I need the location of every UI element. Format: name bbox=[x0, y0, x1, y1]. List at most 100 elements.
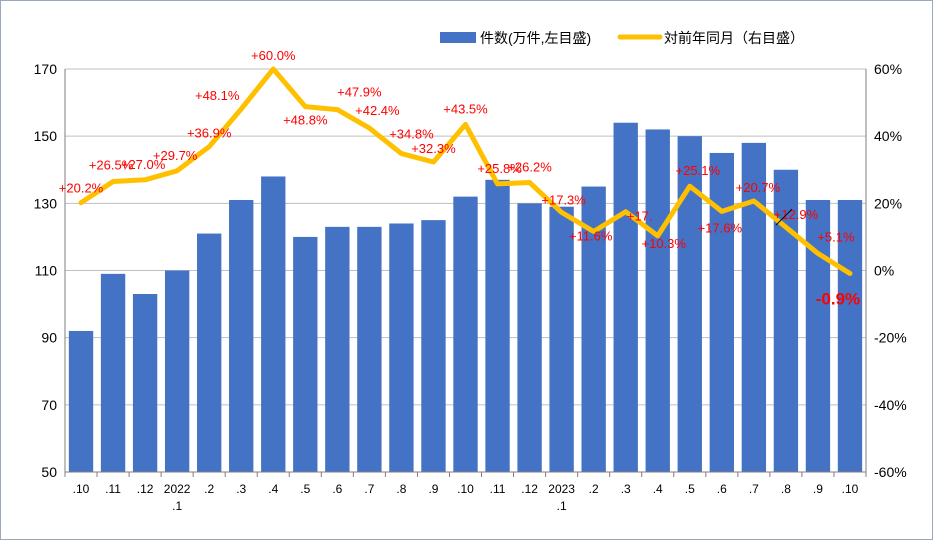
right-axis-tick-label: -60% bbox=[874, 464, 907, 480]
yoy-line bbox=[78, 66, 853, 276]
x-axis-tick-label: .7 bbox=[749, 482, 759, 496]
data-label: +17.6% bbox=[698, 220, 743, 235]
x-axis-tick-label: .11 bbox=[490, 482, 506, 496]
x-axis-tick-label: .6 bbox=[332, 482, 342, 496]
label-leader-line bbox=[775, 208, 793, 226]
x-axis-tick-label: .12 bbox=[521, 482, 538, 496]
right-axis-tick-label: 20% bbox=[874, 195, 902, 211]
data-label: +47.9% bbox=[337, 85, 382, 100]
data-label: +26.2% bbox=[507, 160, 552, 175]
data-label: +20.7% bbox=[736, 180, 781, 195]
data-label: +11.6% bbox=[569, 229, 613, 244]
bar bbox=[485, 179, 510, 472]
x-axis-tick-label: .3 bbox=[236, 482, 246, 496]
right-axis-tick-label: 0% bbox=[874, 263, 894, 279]
x-axis-tick-label: .4 bbox=[653, 482, 663, 496]
bar-series bbox=[68, 122, 863, 473]
bar bbox=[357, 226, 382, 472]
bar bbox=[421, 220, 446, 472]
data-label: +20.2% bbox=[59, 181, 104, 196]
bar bbox=[453, 196, 478, 472]
bar bbox=[132, 294, 158, 472]
x-axis-tick-label: .6 bbox=[717, 482, 727, 496]
line-series bbox=[78, 66, 853, 276]
data-label: +36.9% bbox=[187, 126, 232, 141]
data-label: +25.8% bbox=[477, 161, 522, 176]
x-axis-tick-label: .10 bbox=[842, 482, 859, 496]
legend: 件数(万件,左目盛) 対前年同月（右目盛） bbox=[440, 30, 804, 46]
x-axis-tick-label: .11 bbox=[105, 482, 121, 496]
data-label: +27.0% bbox=[121, 157, 166, 172]
x-axis-tick-label: .5 bbox=[685, 482, 695, 496]
x-axis-tick-label: .9 bbox=[428, 482, 438, 496]
right-axis-tick-label: -20% bbox=[874, 330, 907, 346]
bar bbox=[837, 199, 863, 472]
right-axis-tick-label: 40% bbox=[874, 128, 902, 144]
left-axis-tick-label: 150 bbox=[34, 128, 58, 144]
bar bbox=[325, 226, 350, 472]
bar bbox=[197, 233, 222, 472]
data-label: +48.8% bbox=[283, 113, 328, 128]
left-axis-tick-label: 170 bbox=[34, 61, 58, 77]
x-axis-tick-label: .2 bbox=[204, 482, 214, 496]
bar bbox=[164, 270, 190, 472]
left-axis-tick-label: 90 bbox=[41, 330, 57, 346]
x-axis-tick-label: .7 bbox=[364, 482, 374, 496]
data-label: -0.9% bbox=[816, 290, 860, 309]
bar bbox=[293, 236, 318, 472]
x-axis-tick-label: 2022 bbox=[164, 482, 191, 496]
x-axis-tick-label: .8 bbox=[781, 482, 791, 496]
data-label: +26.5% bbox=[89, 158, 134, 173]
data-label: +17. bbox=[627, 209, 653, 224]
data-label: +32.3% bbox=[411, 141, 456, 156]
x-axis-tick-label: .10 bbox=[73, 482, 90, 496]
data-label: +43.5% bbox=[443, 101, 488, 116]
bar bbox=[229, 199, 254, 472]
bar bbox=[68, 330, 94, 472]
data-label: +25.1% bbox=[676, 163, 721, 178]
bar bbox=[709, 152, 734, 473]
data-label: +5.1% bbox=[817, 229, 855, 244]
data-label: +29.7% bbox=[153, 148, 198, 163]
x-axis-tick-label: .10 bbox=[457, 482, 474, 496]
bar bbox=[581, 186, 606, 472]
legend-bar-swatch bbox=[440, 32, 476, 43]
legend-line-label: 対前年同月（右目盛） bbox=[664, 30, 804, 46]
x-axis-tick-label: .9 bbox=[813, 482, 823, 496]
bar bbox=[261, 176, 286, 472]
axes: 50 70 90 110 130 150 170 -60% -40% -20% 0% 20% 40% 60… bbox=[34, 61, 907, 513]
legend-bar-label: 件数(万件,左目盛) bbox=[480, 30, 591, 46]
bar bbox=[645, 129, 670, 472]
bar bbox=[517, 203, 542, 473]
left-axis-tick-label: 70 bbox=[41, 397, 57, 413]
bar bbox=[741, 142, 767, 472]
data-labels: +20.2% +26.5%+27.0%+29.7% +36.9% +48.1% +60.… bbox=[59, 48, 860, 309]
x-axis-tick-label: .12 bbox=[137, 482, 154, 496]
bar bbox=[549, 206, 574, 473]
x-axis-tick-label: .5 bbox=[300, 482, 310, 496]
data-label: +10.3% bbox=[642, 236, 687, 251]
right-axis-tick-label: -40% bbox=[874, 397, 907, 413]
data-label: +17.3% bbox=[541, 192, 586, 207]
x-axis-tick-label: .3 bbox=[621, 482, 631, 496]
data-label: +34.8% bbox=[389, 127, 434, 142]
data-label: +60.0% bbox=[251, 48, 296, 63]
left-axis-tick-label: 130 bbox=[34, 195, 58, 211]
right-axis-tick-label: 60% bbox=[874, 61, 902, 77]
x-axis-tick-label: .2 bbox=[589, 482, 599, 496]
data-label: +48.1% bbox=[195, 88, 240, 103]
left-axis-tick-label: 50 bbox=[41, 464, 57, 480]
x-axis-tick-label: .8 bbox=[396, 482, 406, 496]
x-axis-tick-label: .1 bbox=[557, 499, 567, 513]
x-axis-tick-label: 2023 bbox=[548, 482, 575, 496]
bar bbox=[389, 223, 414, 472]
bar bbox=[100, 273, 126, 472]
x-axis-tick-label: .1 bbox=[172, 499, 182, 513]
data-label: +12.9% bbox=[774, 207, 819, 222]
x-axis-tick-label: .4 bbox=[268, 482, 278, 496]
data-label: +42.4% bbox=[355, 103, 400, 118]
bar bbox=[613, 122, 638, 472]
left-axis-tick-label: 110 bbox=[35, 263, 58, 279]
